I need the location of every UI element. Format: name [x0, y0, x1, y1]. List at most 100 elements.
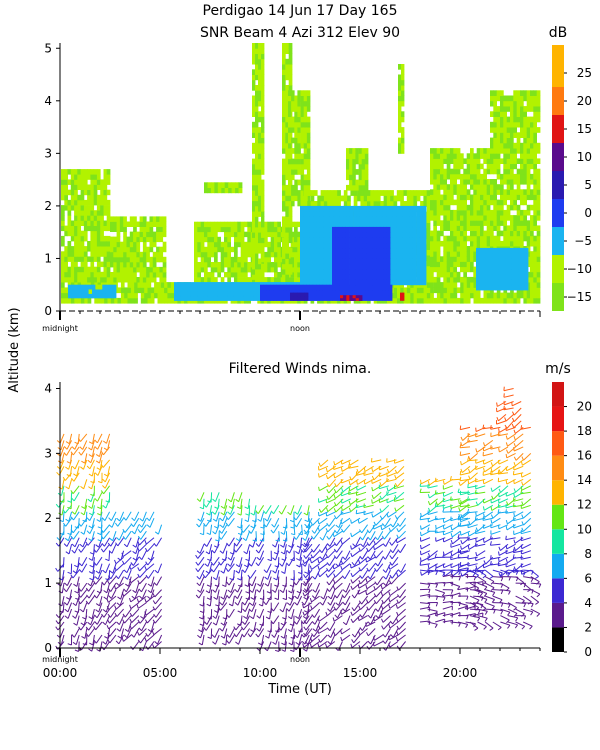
snr-cell — [120, 292, 125, 299]
snr-cell — [194, 251, 198, 258]
snr-cell — [264, 256, 268, 263]
snr-cell — [358, 158, 363, 165]
wind-barb-flag — [87, 621, 91, 626]
snr-cell — [526, 168, 531, 175]
snr-cell — [230, 221, 235, 228]
snr-cell — [70, 169, 75, 175]
snr-cell — [342, 274, 346, 280]
snr-cell — [536, 297, 541, 304]
snr-cell — [492, 258, 496, 265]
snr-cell — [482, 263, 487, 270]
snr-cell — [255, 64, 259, 70]
snr-cell — [338, 274, 343, 280]
snr-cell — [87, 225, 91, 232]
snr-cell — [533, 121, 537, 128]
snr-cell — [502, 279, 506, 286]
snr-cell — [323, 232, 327, 238]
snr-cell — [490, 142, 494, 149]
snr-cell — [306, 158, 311, 165]
snr-cell — [303, 153, 308, 160]
snr-cell — [486, 297, 491, 304]
snr-cell — [518, 284, 522, 291]
snr-cell — [306, 127, 311, 133]
snr-cell — [140, 287, 145, 294]
snr-cell — [483, 173, 487, 180]
snr-cell — [530, 287, 534, 294]
snr-cell — [503, 240, 507, 247]
snr-cell — [406, 242, 410, 249]
snr-cell — [77, 179, 81, 185]
snr-cell — [261, 263, 265, 270]
snr-cell — [294, 95, 298, 102]
snr-cell — [234, 236, 238, 243]
snr-cell — [423, 195, 428, 202]
snr-cell — [489, 284, 493, 291]
snr-cell — [102, 289, 107, 294]
snr-cell — [255, 85, 259, 91]
snr-cell — [335, 226, 340, 233]
snr-cell — [274, 262, 278, 268]
snr-cell — [359, 258, 364, 265]
snr-y-tick-label: 5 — [44, 41, 52, 55]
snr-cell — [119, 221, 124, 227]
snr-cell — [353, 211, 357, 217]
snr-cell — [485, 274, 490, 280]
snr-cell — [533, 292, 537, 299]
snr-cell — [294, 132, 298, 138]
snr-cell — [258, 237, 262, 244]
wind-barb-shaft — [76, 576, 80, 587]
snr-cell — [506, 158, 511, 164]
snr-cell — [316, 226, 321, 233]
snr-cell — [291, 127, 295, 133]
snr-cell — [536, 204, 541, 211]
snr-cell — [419, 232, 424, 238]
snr-cell — [255, 258, 259, 265]
snr-cell — [416, 297, 421, 304]
snr-cell — [260, 282, 264, 288]
snr-cell — [247, 286, 251, 292]
snr-cell — [134, 282, 138, 288]
snr-cell — [319, 237, 324, 244]
snr-cell — [258, 69, 262, 75]
snr-cell — [100, 199, 104, 206]
snr-cell — [306, 179, 311, 186]
snr-cell — [129, 221, 134, 227]
snr-cell — [369, 274, 374, 280]
snr-cell — [274, 272, 278, 278]
snr-cell — [164, 287, 168, 294]
wind-barb-flag — [70, 574, 74, 579]
snr-cell — [433, 153, 437, 159]
snr-cell — [506, 209, 511, 216]
snr-cell — [479, 284, 483, 291]
snr-cell — [372, 295, 376, 301]
snr-cell — [463, 266, 467, 273]
snr-cell — [136, 241, 141, 248]
snr-cell — [476, 220, 481, 226]
snr-cell — [450, 194, 454, 201]
snr-cell — [273, 295, 277, 301]
snr-cell — [493, 142, 497, 149]
snr-cell — [61, 251, 65, 257]
snr-cell — [342, 269, 346, 275]
snr-cell — [80, 271, 85, 278]
snr-cell — [100, 271, 104, 278]
snr-cell — [493, 90, 497, 96]
snr-cell — [110, 246, 114, 253]
snr-cell — [503, 292, 508, 299]
snr-cell — [304, 190, 308, 196]
snr-cell — [533, 153, 537, 159]
snr-cell — [123, 246, 127, 253]
snr-cell — [400, 190, 404, 196]
snr-cell — [261, 274, 265, 280]
snr-cell — [258, 48, 262, 54]
snr-cell — [90, 179, 95, 185]
snr-cell — [303, 163, 308, 170]
snr-cell — [505, 247, 509, 254]
snr-cell — [453, 225, 457, 231]
snr-cell — [217, 187, 222, 194]
snr-cell — [96, 210, 101, 216]
snr-cell — [506, 100, 511, 107]
snr-cell — [382, 216, 387, 223]
snr-cell — [343, 205, 347, 212]
snr-cell — [255, 226, 259, 233]
